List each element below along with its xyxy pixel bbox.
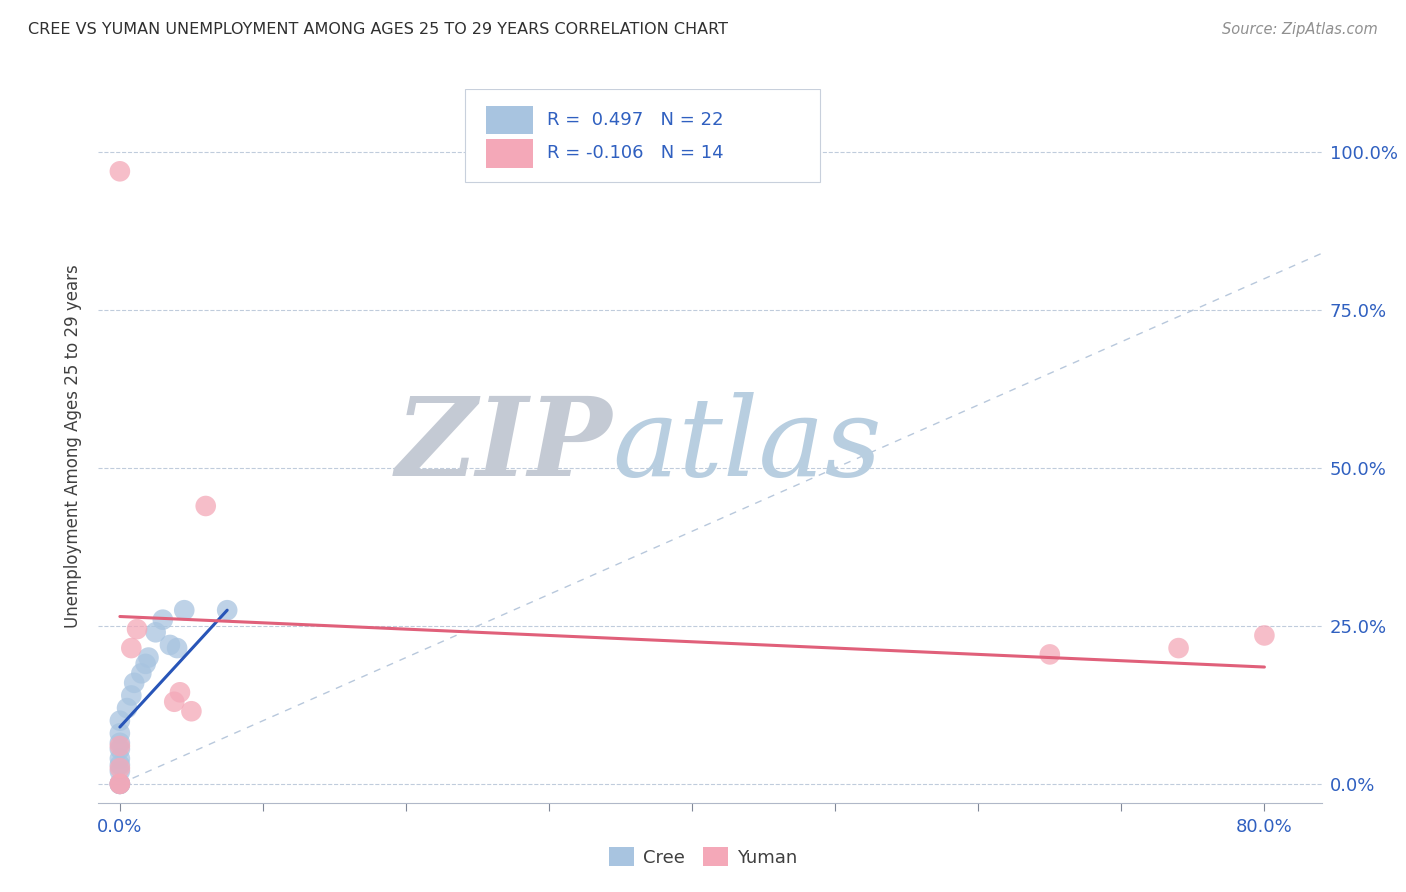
Text: Source: ZipAtlas.com: Source: ZipAtlas.com [1222, 22, 1378, 37]
Point [163, 695, 186, 709]
Point [180, 704, 202, 718]
Point [115, 701, 138, 715]
Point [145, 625, 167, 640]
Point [108, 777, 131, 791]
FancyBboxPatch shape [486, 105, 533, 134]
Point [120, 641, 142, 656]
Point [217, 603, 239, 617]
Point [108, 761, 131, 775]
Text: ZIP: ZIP [395, 392, 612, 500]
Point [108, 742, 131, 756]
FancyBboxPatch shape [465, 89, 820, 182]
Y-axis label: Unemployment Among Ages 25 to 29 years: Unemployment Among Ages 25 to 29 years [65, 264, 83, 628]
Legend: Cree, Yuman: Cree, Yuman [602, 840, 804, 874]
Point [138, 650, 160, 665]
Point [108, 714, 131, 728]
Point [120, 689, 142, 703]
Text: CREE VS YUMAN UNEMPLOYMENT AMONG AGES 25 TO 29 YEARS CORRELATION CHART: CREE VS YUMAN UNEMPLOYMENT AMONG AGES 25… [28, 22, 728, 37]
Point [169, 685, 191, 699]
Point [108, 777, 131, 791]
Point [108, 777, 131, 791]
Text: R =  0.497   N = 22: R = 0.497 N = 22 [547, 111, 724, 128]
Point [108, 736, 131, 750]
Point [1253, 628, 1275, 642]
Point [166, 641, 188, 656]
Text: atlas: atlas [612, 392, 882, 500]
Point [108, 758, 131, 772]
Point [159, 638, 181, 652]
Point [194, 499, 217, 513]
Point [108, 164, 131, 178]
Point [108, 726, 131, 740]
Point [152, 613, 174, 627]
FancyBboxPatch shape [486, 139, 533, 168]
Point [108, 751, 131, 765]
Point [125, 622, 148, 636]
Point [108, 764, 131, 779]
Point [1167, 641, 1189, 656]
Point [173, 603, 195, 617]
Point [108, 777, 131, 791]
Point [135, 657, 157, 671]
Point [1039, 648, 1062, 662]
Point [108, 777, 131, 791]
Point [122, 675, 145, 690]
Point [131, 666, 153, 681]
Point [108, 739, 131, 753]
Text: R = -0.106   N = 14: R = -0.106 N = 14 [547, 145, 724, 162]
